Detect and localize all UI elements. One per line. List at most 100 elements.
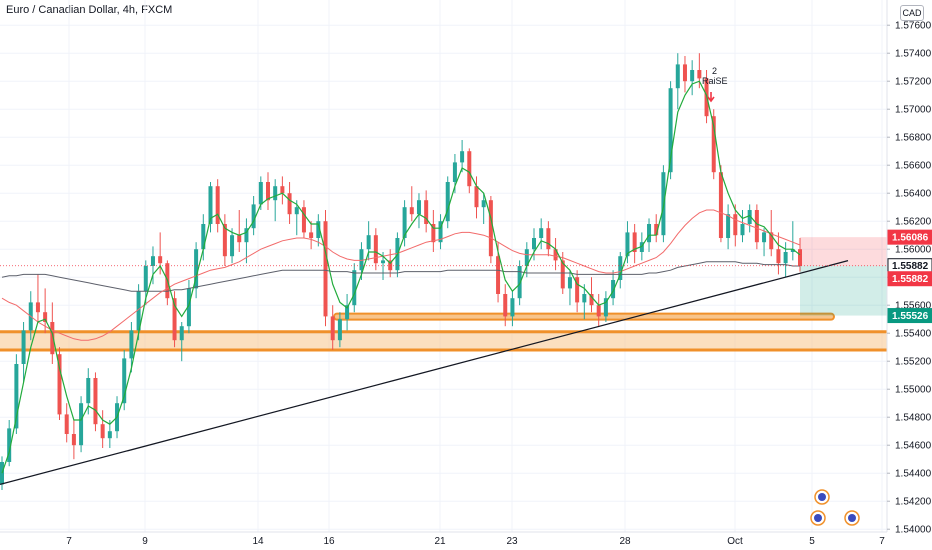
candle-body [668,88,673,173]
candle-body [575,277,580,303]
candle-body [618,256,623,280]
time-tick-label: 23 [506,536,518,547]
candle-body [726,214,731,238]
annotation-label: RaiSE [702,76,728,86]
candle-body [373,235,378,264]
candle-body [603,298,608,317]
candle-body [43,312,48,322]
candle-body [517,266,522,299]
sell-arrow-icon [707,92,715,103]
candle-body [381,260,386,264]
time-tick-label: 7 [879,536,885,547]
candle-body [337,319,342,341]
candle-body [596,305,601,317]
candle-body [201,224,206,250]
candle-body [639,242,644,252]
candle-body [762,232,767,243]
event-icon-core [818,493,826,501]
candle-body [323,221,328,317]
price-axis: 1.54000 1.54200 1.54400 1.54600 1.54800 1.550… [886,0,932,536]
price-label: 1.55882 [892,274,929,285]
candle-body [733,214,738,236]
candle-body [682,64,687,82]
candle-body [567,277,572,289]
price-tick-label: 1.55400 [895,329,932,340]
candle-body [711,116,716,173]
candle-body [474,186,479,208]
candle-body [632,232,637,252]
candle-body [7,428,12,462]
candle-body [366,235,371,250]
candles [0,53,802,490]
price-label-box [887,229,932,245]
candle-body [467,151,472,187]
candle-body [258,182,263,205]
candle-body [150,256,155,266]
candle-body [481,200,486,208]
currency-button[interactable]: CAD [900,5,924,21]
price-tick-label: 1.57000 [895,105,932,116]
price-label-box [887,271,932,287]
candle-body [222,224,227,257]
candle-body [273,186,278,201]
stop-loss-zone [800,237,887,266]
candle-body [488,200,493,257]
candle-body [740,224,745,236]
candle-body [14,364,19,429]
candle-body [107,431,112,439]
time-tick-label: Oct [727,536,743,547]
candle-body [790,249,795,252]
candle-body [402,207,407,238]
candle-body [35,302,40,313]
candle-body [50,322,55,355]
candle-body [215,186,220,224]
candle-body [230,235,235,257]
time-tick-label: 9 [142,536,148,547]
candle-body [445,182,450,222]
candle-body [330,316,335,341]
moving-averages [1,80,801,474]
trend-line [0,260,849,486]
candle-body [532,238,536,250]
price-tick-label: 1.56600 [895,161,932,172]
candle-body [237,235,242,243]
candle-body [158,256,163,264]
candle-body [582,294,587,303]
candle-body [143,266,148,292]
time-tick-label: 16 [323,536,335,547]
candle-body [503,294,508,317]
candle-body [409,207,414,215]
candle-body [244,228,249,243]
candle-body [416,200,421,215]
candle-body [769,232,774,250]
candle-body [625,232,630,257]
candle-body [553,249,558,261]
price-tick-label: 1.56400 [895,189,932,200]
candle-body [86,378,91,404]
candle-body [57,354,62,415]
candle-body [316,221,321,238]
candle-body [747,210,752,224]
candle-body [718,172,723,238]
candle-body [675,64,680,89]
ma-slow-line [1,209,801,341]
price-label: 1.55882 [892,261,929,272]
time-tick-label: 7 [66,536,72,547]
candle-body [345,305,350,320]
candle-body [208,186,213,224]
price-tick-label: 1.54600 [895,441,932,452]
candle-body [294,207,299,215]
price-tick-label: 1.55600 [895,301,932,312]
candle-body [560,260,565,289]
candle-body [690,70,695,82]
candle-body [496,256,501,294]
candle-body [79,403,84,446]
candle-body [287,193,292,215]
candle-body [71,434,76,446]
candle-body [21,330,26,364]
take-profit-zone [800,265,887,316]
price-tick-label: 1.57600 [895,21,932,32]
price-tick-label: 1.54800 [895,413,932,424]
